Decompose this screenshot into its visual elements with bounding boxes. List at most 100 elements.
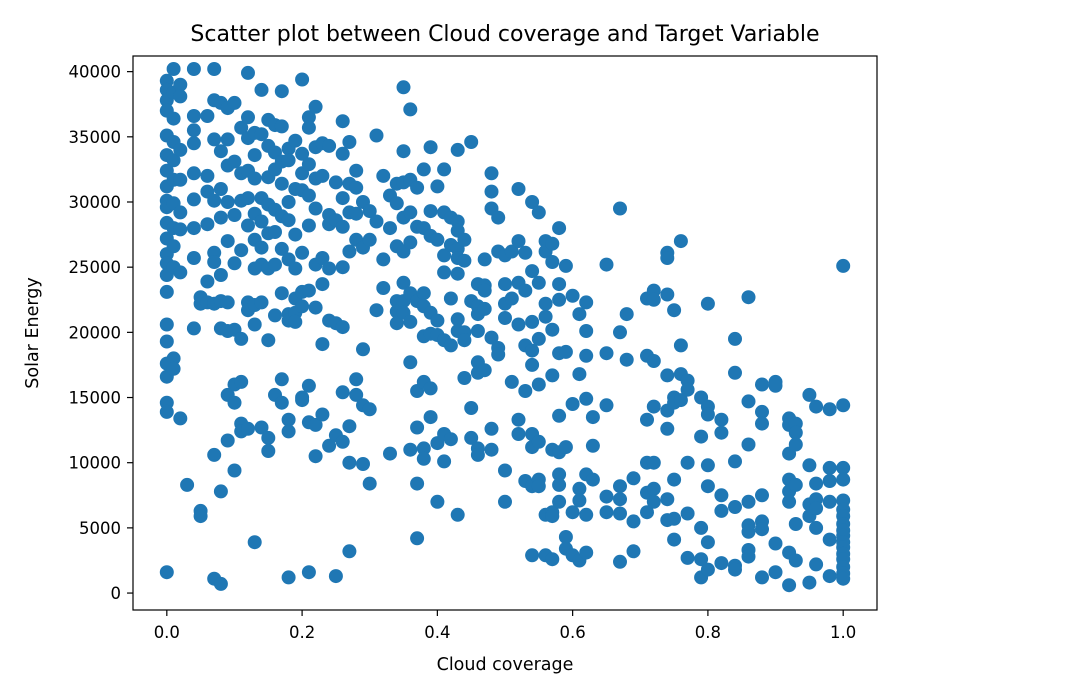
scatter-point [755,522,769,537]
scatter-point [227,463,242,478]
x-tick-label: 0.6 [560,623,586,642]
scatter-point [802,458,817,473]
scatter-point [755,488,769,503]
scatter-point [443,432,458,447]
y-axis-label: Solar Energy [23,277,43,388]
scatter-point [274,372,289,387]
scatter-point [396,275,411,290]
scatter-point [335,385,350,400]
scatter-point [680,455,695,470]
scatter-point [322,261,337,276]
x-tick-label: 0.2 [289,623,315,642]
scatter-point [646,455,661,470]
scatter-point [254,127,269,142]
scatter-point [288,261,303,276]
scatter-point [579,295,594,310]
scatter-point [667,303,682,318]
scatter-point [728,365,742,380]
scatter-point [180,477,195,492]
scatter-point [579,324,594,338]
scatter-point [613,479,627,494]
scatter-point [714,503,729,518]
scatter-point [809,557,824,572]
scatter-point [301,218,316,233]
scatter-point [403,102,418,117]
y-tick-label: 35000 [69,128,122,147]
scatter-point [545,509,560,524]
scatter-point [741,549,756,564]
scatter-point [416,162,431,177]
scatter-point [234,243,249,258]
scatter-point [477,252,492,267]
scatter-point [234,331,249,346]
scatter-point [295,245,310,260]
scatter-point [159,284,174,299]
scatter-point [450,142,465,157]
scatter-point [822,474,837,488]
scatter-point [484,421,499,436]
scatter-point [410,420,425,435]
scatter-point [288,314,303,329]
y-tick-label: 5000 [79,519,121,538]
scatter-point [660,368,675,383]
scatter-point [159,404,174,419]
scatter-point [335,320,350,335]
scatter-point [613,492,627,507]
scatter-point [538,309,553,324]
scatter-point [281,195,296,209]
scatter-point [173,89,188,104]
scatter-point [599,346,614,361]
scatter-point [836,460,851,475]
scatter-point [613,201,627,216]
scatter-point [755,377,769,392]
scatter-point [342,419,357,434]
scatter-point [822,569,837,584]
scatter-point [511,412,526,427]
scatter-point [274,84,289,99]
scatter-point [788,437,803,452]
scatter-point [356,342,370,357]
scatter-point [579,545,594,560]
scatter-point [504,244,519,259]
scatter-point [166,239,181,254]
x-tick-label: 0.0 [154,623,180,642]
scatter-point [457,232,472,247]
scatter-point [186,166,201,181]
scatter-point [301,565,316,580]
scatter-point [619,307,634,322]
scatter-point [220,234,235,249]
scatter-point [788,425,803,440]
scatter-point [315,251,330,265]
scatter-point [613,506,627,521]
scatter-point [464,401,479,415]
scatter-point [579,507,594,522]
scatter-point [822,532,837,547]
scatter-point [741,394,756,409]
scatter-point [268,308,282,323]
scatter-point [268,257,282,272]
scatter-point [619,352,634,367]
scatter-point [660,287,675,302]
scatter-point [626,514,641,529]
scatter-point [464,135,479,149]
scatter-point [836,258,851,273]
scatter-point [315,168,330,183]
scatter-point [457,371,472,385]
x-tick-label: 1.0 [830,623,856,642]
scatter-point [281,412,296,427]
scatter-point [545,255,560,269]
scatter-point [714,488,729,503]
scatter-point [525,314,540,329]
scatter-point [207,62,222,76]
scatter-point [714,425,729,440]
scatter-point [274,395,289,410]
scatter-point [349,372,364,387]
x-axis: 0.0 0.2 0.4 0.6 0.8 1.0 [154,610,856,642]
scatter-point [349,387,364,402]
scatter-point [437,265,452,280]
scatter-point [491,210,506,225]
scatter-point [531,434,546,449]
scatter-point [389,316,404,331]
scatter-point [585,472,600,487]
